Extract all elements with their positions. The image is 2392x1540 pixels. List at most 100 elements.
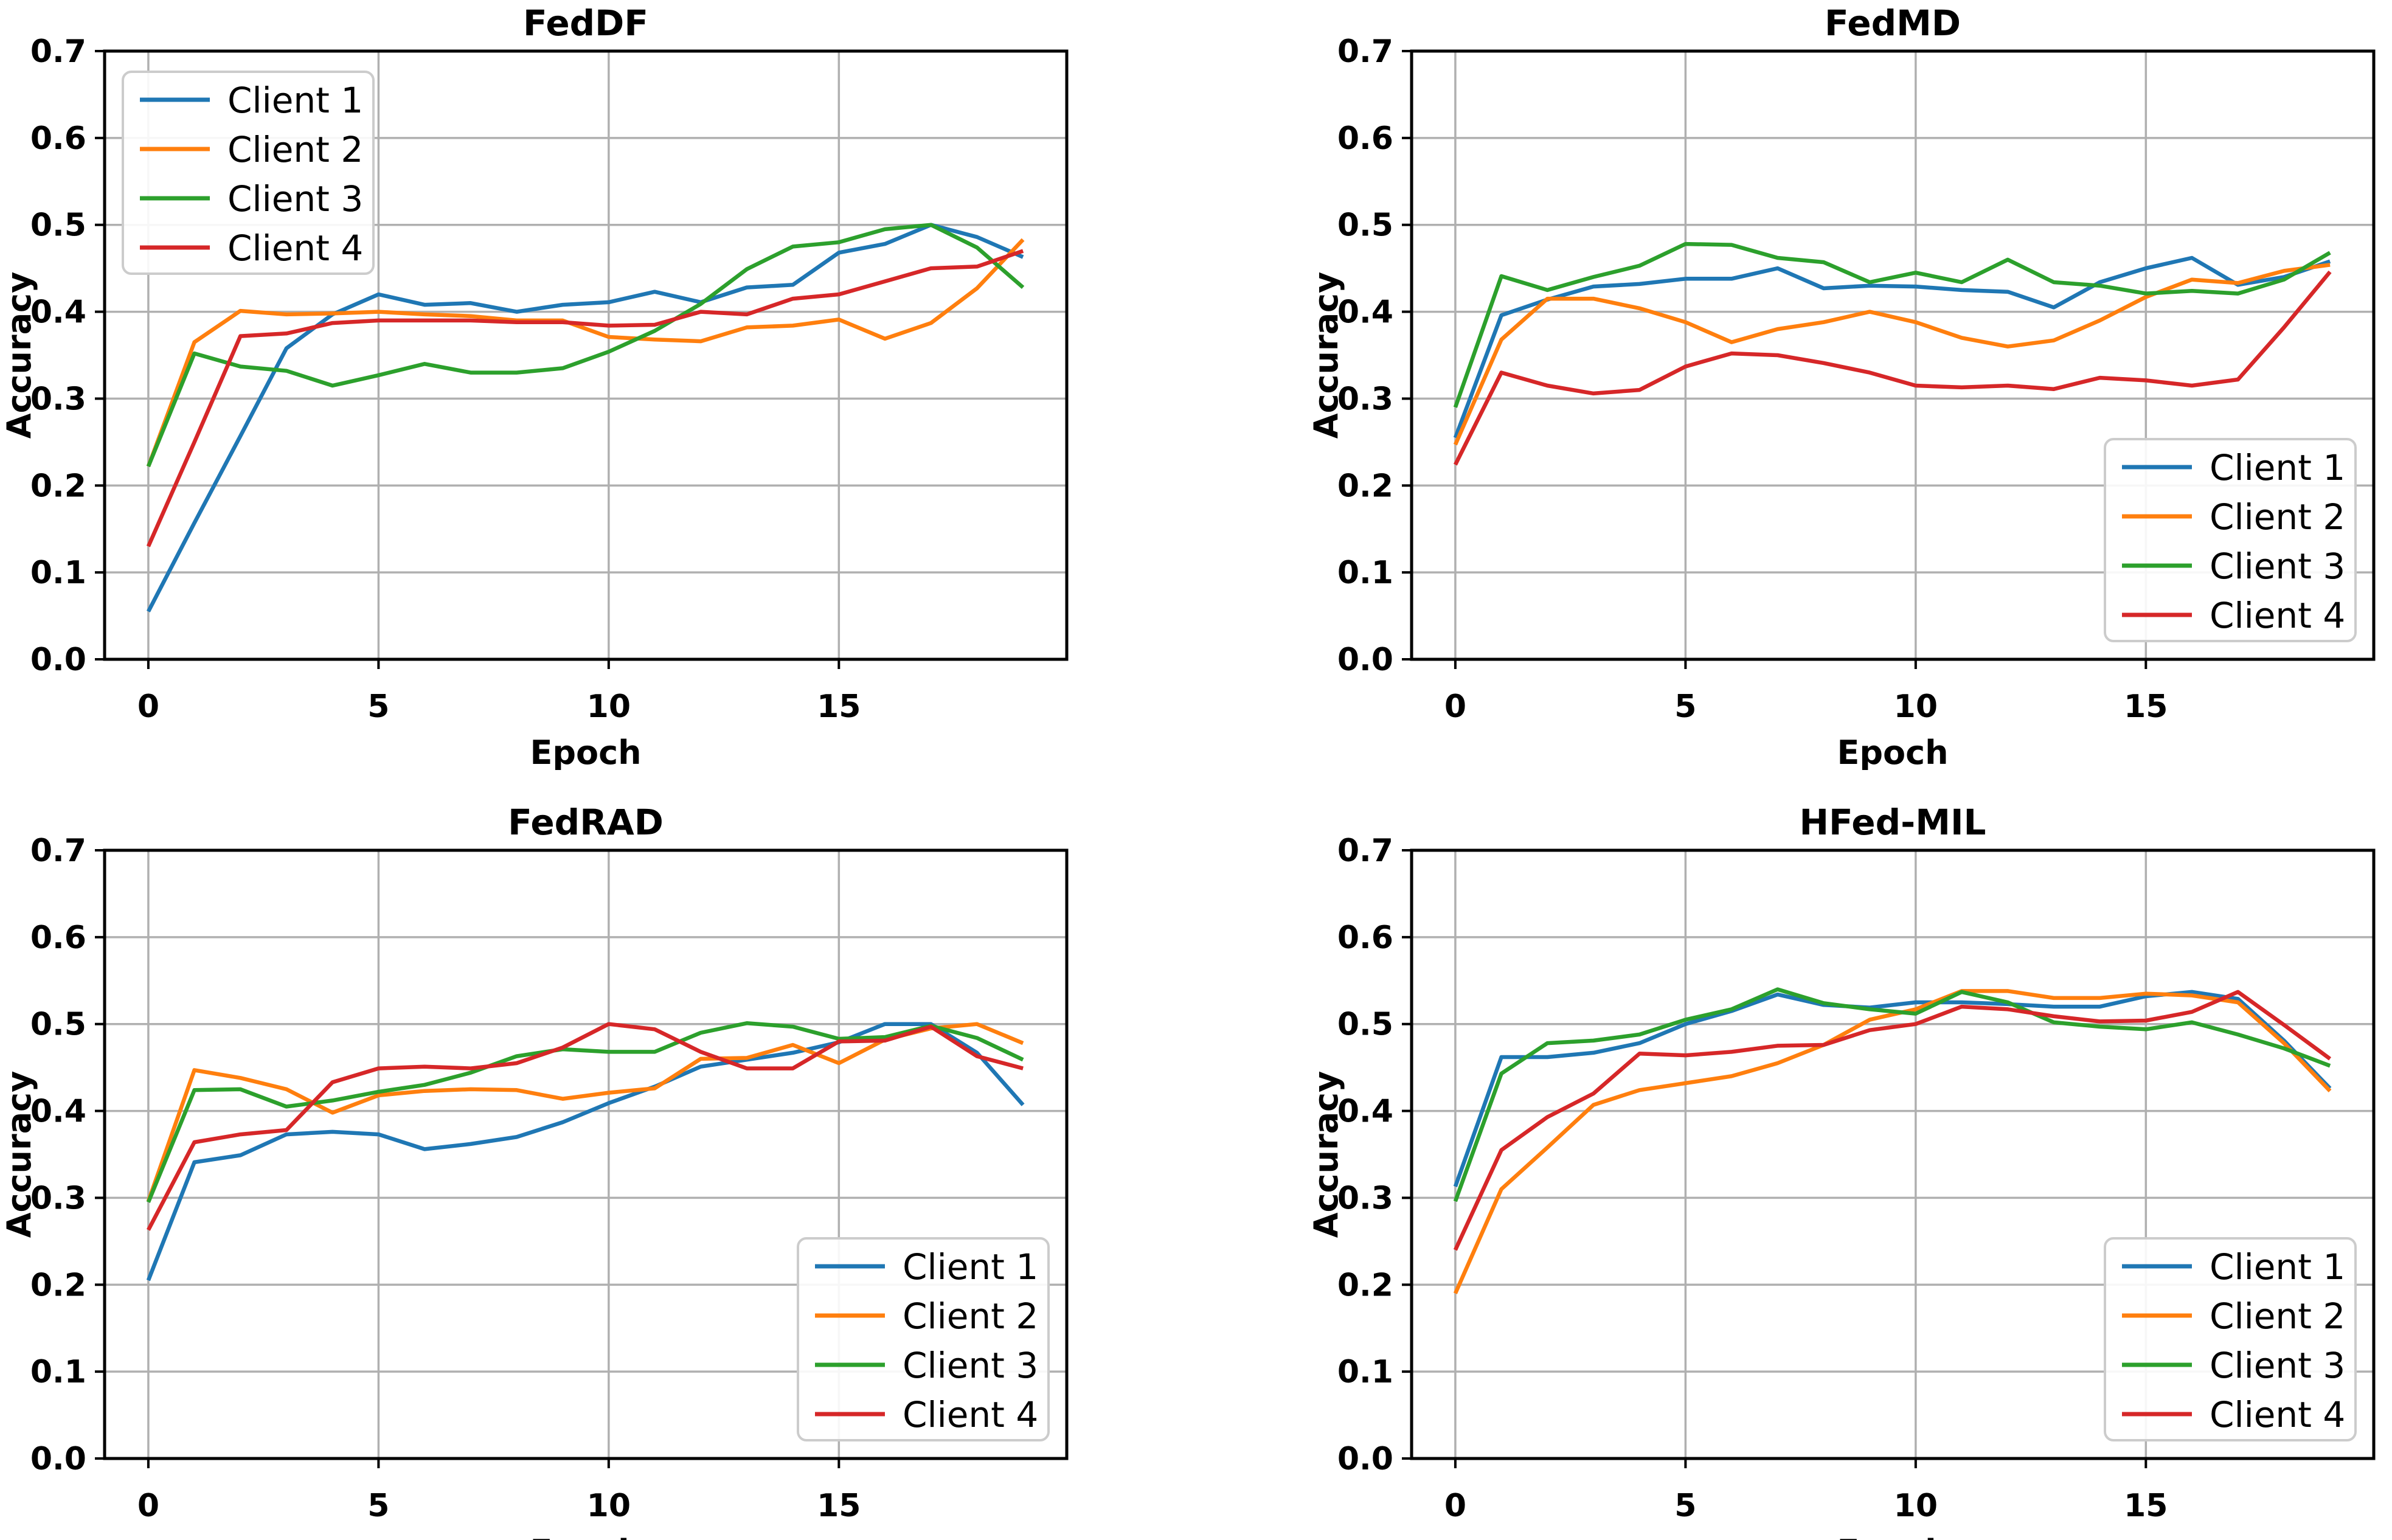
y-tick-label: 0.6 (1337, 920, 1393, 956)
y-tick-label: 0.1 (1337, 1354, 1393, 1390)
line-client-1 (146, 1022, 1025, 1282)
line-client-2 (146, 238, 1025, 468)
x-axis-label: Epoch (530, 734, 641, 770)
line-client-1 (1453, 255, 2331, 439)
line-client-1 (147, 223, 1024, 612)
plot-spines (1410, 848, 2376, 1460)
legend-label-client-3: Client 3 (903, 1345, 1038, 1386)
x-tick-label: 0 (1444, 688, 1466, 725)
y-tick-label: 0.0 (1337, 1441, 1393, 1477)
x-tick-label: 0 (137, 688, 159, 725)
x-tick-label: 15 (2124, 1488, 2168, 1524)
y-tick-label: 0.1 (30, 555, 86, 591)
y-tick-label: 0.6 (30, 120, 86, 157)
legend-label-client-1: Client 1 (227, 80, 363, 121)
legend: Client 1 Client 2 Client 3 Client 4 (797, 1237, 1050, 1441)
plot-svg-hfed-mil: 0.0 0.1 0.2 0.3 0.4 0.5 0.6 0.7 0 5 10 15 HFed-MIL Ep… (1307, 802, 2376, 1540)
legend-box (2104, 438, 2357, 642)
line-client-2 (1453, 989, 2332, 1294)
y-axis-label: Accuracy (1307, 272, 1345, 439)
tick-labels: 0.0 0.1 0.2 0.3 0.4 0.5 0.6 0.7 0 5 10 15 (30, 833, 861, 1524)
y-tick-label: 0.3 (1337, 381, 1393, 417)
tick-labels: 0.0 0.1 0.2 0.3 0.4 0.5 0.6 0.7 0 5 10 15 (1337, 833, 2168, 1524)
y-tick-label: 0.6 (30, 920, 86, 956)
y-tick-label: 0.2 (30, 468, 86, 504)
plot-spines (103, 848, 1069, 1460)
line-client-4 (1453, 270, 2332, 466)
legend-label-client-2: Client 2 (2210, 1295, 2345, 1337)
y-tick-label: 0.6 (1337, 120, 1393, 157)
x-tick-label: 0 (1444, 1488, 1466, 1524)
chart-fedrad: 0.0 0.1 0.2 0.3 0.4 0.5 0.6 0.7 0 5 10 15 FedRAD Epoc… (0, 770, 1196, 1540)
y-axis-label: Accuracy (0, 1071, 38, 1238)
tick-labels: 0.0 0.1 0.2 0.3 0.4 0.5 0.6 0.7 0 5 10 15 (30, 33, 861, 725)
y-tick-label: 0.3 (30, 1180, 86, 1216)
legend-box (2104, 1237, 2357, 1441)
y-tick-label: 0.3 (1337, 1180, 1393, 1216)
y-tick-label: 0.7 (30, 33, 86, 70)
y-axis-label: Accuracy (1307, 1071, 1345, 1238)
line-client-3 (1453, 241, 2331, 408)
ticks (95, 849, 841, 1468)
legend-label-client-4: Client 4 (2210, 595, 2345, 636)
line-client-4 (146, 249, 1024, 547)
chart-hfed-mil: 0.0 0.1 0.2 0.3 0.4 0.5 0.6 0.7 0 5 10 15 HFed-MIL Ep… (1196, 770, 2391, 1540)
x-tick-label: 10 (1894, 1488, 1938, 1524)
plot-spines (1410, 49, 2376, 661)
x-tick-label: 5 (1674, 688, 1696, 725)
legend-label-client-2: Client 2 (903, 1295, 1038, 1337)
legend-label-client-4: Client 4 (903, 1394, 1038, 1435)
legend-label-client-2: Client 2 (2210, 496, 2345, 538)
chart-feddf: 0.0 0.1 0.2 0.3 0.4 0.5 0.6 0.7 0 5 10 15 FedDF Epoch… (0, 0, 1196, 770)
plot-spines (103, 49, 1069, 661)
x-tick-label: 10 (1894, 688, 1938, 725)
legend: Client 1 Client 2 Client 3 Client 4 (2104, 438, 2357, 642)
legend: Client 1 Client 2 Client 3 Client 4 (122, 71, 375, 275)
line-client-3 (146, 1021, 1024, 1203)
x-axis-label: Epoch (1837, 734, 1948, 770)
y-tick-label: 0.4 (30, 294, 86, 331)
ticks (95, 50, 841, 669)
legend: Client 1 Client 2 Client 3 Client 4 (2104, 1237, 2357, 1441)
legend-box (122, 71, 375, 275)
y-tick-label: 0.1 (1337, 555, 1393, 591)
y-tick-label: 0.7 (1337, 33, 1393, 70)
plot-svg-fedrad: 0.0 0.1 0.2 0.3 0.4 0.5 0.6 0.7 0 5 10 15 FedRAD Epoc… (0, 802, 1069, 1540)
x-tick-label: 5 (367, 688, 389, 725)
line-client-1 (1453, 990, 2332, 1187)
legend-label-client-4: Client 4 (227, 227, 363, 269)
plot-svg-feddf: 0.0 0.1 0.2 0.3 0.4 0.5 0.6 0.7 0 5 10 15 FedDF Epoch… (0, 2, 1069, 770)
tick-labels: 0.0 0.1 0.2 0.3 0.4 0.5 0.6 0.7 0 5 10 15 (1337, 33, 2168, 725)
y-tick-label: 0.3 (30, 381, 86, 417)
x-axis-label: Epoch (530, 1533, 641, 1540)
y-tick-label: 0.5 (1337, 1007, 1393, 1043)
plot-svg-fedmd: 0.0 0.1 0.2 0.3 0.4 0.5 0.6 0.7 0 5 10 15 FedMD Epoch… (1307, 2, 2376, 770)
legend-label-client-2: Client 2 (227, 129, 363, 170)
x-tick-label: 5 (367, 1488, 389, 1524)
legend-box (797, 1237, 1050, 1441)
x-tick-label: 15 (817, 1488, 861, 1524)
line-client-3 (1453, 987, 2331, 1202)
y-tick-label: 0.7 (30, 833, 86, 869)
y-tick-label: 0.2 (1337, 1267, 1393, 1303)
legend-label-client-3: Client 3 (2210, 546, 2345, 587)
y-axis-label: Accuracy (0, 272, 38, 439)
y-tick-label: 0.5 (30, 1007, 86, 1043)
legend-label-client-1: Client 1 (2210, 1246, 2345, 1288)
x-tick-label: 0 (137, 1488, 159, 1524)
legend-label-client-1: Client 1 (903, 1246, 1038, 1288)
x-axis-label: Epoch (1837, 1533, 1948, 1540)
chart-title: HFed-MIL (1800, 802, 1986, 843)
x-tick-label: 10 (587, 1488, 631, 1524)
y-tick-label: 0.4 (30, 1094, 86, 1130)
chart-title: FedDF (523, 2, 648, 44)
x-tick-label: 15 (817, 688, 861, 725)
legend-label-client-1: Client 1 (2210, 447, 2345, 488)
y-tick-label: 0.2 (1337, 468, 1393, 504)
y-tick-label: 0.0 (1337, 642, 1393, 678)
legend-label-client-3: Client 3 (227, 178, 363, 220)
y-tick-label: 0.5 (30, 207, 86, 244)
chart-title: FedMD (1825, 2, 1961, 44)
x-tick-label: 5 (1674, 1488, 1696, 1524)
